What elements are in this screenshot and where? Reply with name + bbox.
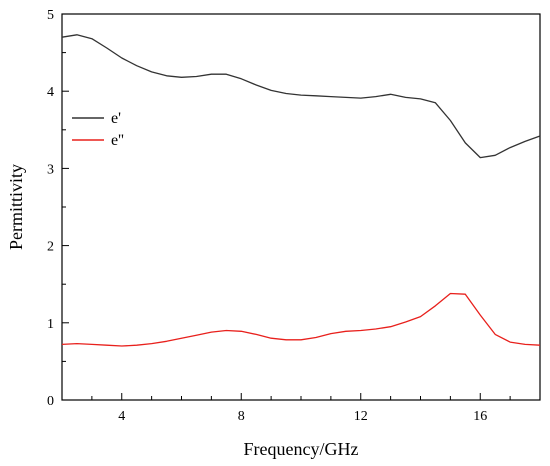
x-tick-label: 8 [238,409,245,424]
x-axis-ticks: 4 8 12 16 [61,393,541,424]
y-axis-title: Permittivity [6,164,26,250]
y-axis-ticks: 0 1 2 3 4 5 [47,8,69,409]
legend-label-2: e'' [111,132,124,149]
series-layer [61,34,541,347]
legend-label-1: e' [111,110,121,127]
x-tick-label: 16 [473,409,487,424]
y-tick-label: 1 [47,317,54,332]
y-tick-label: 2 [47,240,54,255]
y-tick-label: 4 [47,85,54,100]
y-tick-label: 5 [47,8,54,23]
x-tick-label: 12 [354,409,368,424]
x-tick-label: 4 [118,409,125,424]
y-tick-label: 0 [47,394,54,409]
series-line-2 [61,292,541,347]
plot-frame [61,13,541,401]
y-tick-label: 3 [47,162,54,177]
legend: e' e'' [72,110,124,149]
x-axis-title: Frequency/GHz [244,439,359,459]
series-line-1 [61,34,541,159]
